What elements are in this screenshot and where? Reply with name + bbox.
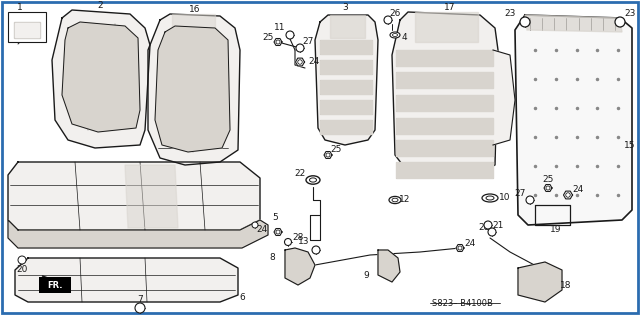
Polygon shape — [125, 165, 178, 228]
Text: 14: 14 — [300, 254, 312, 262]
Text: 9: 9 — [363, 271, 369, 279]
Text: 28: 28 — [292, 233, 304, 243]
Polygon shape — [14, 22, 40, 38]
Polygon shape — [274, 38, 282, 45]
FancyBboxPatch shape — [39, 277, 71, 293]
Polygon shape — [378, 250, 400, 282]
Ellipse shape — [312, 246, 320, 254]
Text: 24: 24 — [308, 58, 319, 66]
Polygon shape — [396, 72, 493, 88]
Ellipse shape — [484, 221, 492, 229]
Polygon shape — [324, 152, 332, 158]
Text: 18: 18 — [560, 282, 572, 290]
Ellipse shape — [482, 194, 498, 202]
Polygon shape — [392, 12, 498, 178]
Text: 24: 24 — [572, 186, 584, 194]
Text: 4: 4 — [401, 33, 407, 43]
Text: 12: 12 — [399, 196, 411, 204]
Polygon shape — [563, 191, 573, 199]
Text: 25: 25 — [262, 33, 274, 43]
Polygon shape — [544, 185, 552, 192]
Ellipse shape — [285, 238, 291, 245]
Text: S823– B4100B: S823– B4100B — [431, 299, 492, 308]
Text: 27: 27 — [302, 37, 314, 47]
Polygon shape — [274, 229, 282, 236]
Polygon shape — [396, 162, 493, 178]
Text: 11: 11 — [275, 24, 285, 32]
Polygon shape — [456, 244, 464, 251]
Polygon shape — [155, 26, 230, 152]
Text: 15: 15 — [624, 140, 636, 150]
Polygon shape — [525, 15, 622, 32]
Text: FR.: FR. — [47, 280, 63, 289]
Ellipse shape — [526, 196, 534, 204]
Text: 24: 24 — [257, 226, 268, 234]
Ellipse shape — [306, 176, 320, 184]
Text: 3: 3 — [342, 3, 348, 13]
Polygon shape — [396, 95, 493, 111]
Text: 1: 1 — [17, 3, 23, 13]
Ellipse shape — [390, 32, 400, 38]
Polygon shape — [330, 15, 365, 38]
Polygon shape — [415, 12, 478, 42]
Polygon shape — [15, 258, 238, 302]
Text: 23: 23 — [504, 9, 516, 19]
Ellipse shape — [615, 17, 625, 27]
Text: 25: 25 — [330, 146, 342, 154]
Text: 27: 27 — [515, 190, 525, 198]
Ellipse shape — [389, 196, 401, 203]
Polygon shape — [518, 262, 562, 302]
Polygon shape — [296, 58, 305, 66]
Polygon shape — [148, 14, 240, 165]
Ellipse shape — [384, 16, 392, 24]
Polygon shape — [320, 120, 372, 134]
Polygon shape — [320, 100, 372, 114]
Polygon shape — [515, 15, 632, 225]
Text: 7: 7 — [137, 295, 143, 305]
Text: 25: 25 — [542, 175, 554, 185]
Polygon shape — [285, 248, 315, 285]
Polygon shape — [315, 15, 378, 145]
Text: 23: 23 — [624, 9, 636, 19]
Polygon shape — [320, 80, 372, 94]
Polygon shape — [396, 118, 493, 134]
Polygon shape — [320, 40, 372, 54]
Text: 24: 24 — [465, 239, 476, 249]
Polygon shape — [493, 50, 515, 145]
Polygon shape — [8, 162, 260, 230]
Text: 19: 19 — [550, 226, 562, 234]
Ellipse shape — [286, 31, 294, 39]
Bar — [8, 12, 46, 42]
Polygon shape — [172, 14, 215, 40]
Text: 28: 28 — [478, 224, 490, 232]
Ellipse shape — [296, 44, 304, 52]
Polygon shape — [396, 140, 493, 156]
Text: 6: 6 — [239, 294, 245, 302]
Polygon shape — [62, 22, 140, 132]
Ellipse shape — [520, 17, 530, 27]
Text: 16: 16 — [189, 5, 201, 14]
Ellipse shape — [488, 228, 496, 236]
Polygon shape — [52, 10, 150, 148]
Text: 17: 17 — [444, 3, 456, 13]
Text: 2: 2 — [97, 2, 103, 10]
Text: 8: 8 — [269, 254, 275, 262]
Ellipse shape — [252, 222, 258, 228]
Ellipse shape — [135, 303, 145, 313]
Text: 26: 26 — [389, 9, 401, 19]
Text: 21: 21 — [492, 220, 504, 230]
Text: 22: 22 — [294, 169, 306, 179]
Text: 13: 13 — [298, 238, 310, 247]
Polygon shape — [15, 23, 39, 37]
Polygon shape — [8, 220, 268, 248]
Ellipse shape — [18, 256, 26, 264]
Text: 5: 5 — [272, 214, 278, 222]
Polygon shape — [320, 60, 372, 74]
Text: 10: 10 — [499, 193, 511, 203]
Text: 20: 20 — [16, 266, 28, 274]
Polygon shape — [396, 50, 493, 66]
